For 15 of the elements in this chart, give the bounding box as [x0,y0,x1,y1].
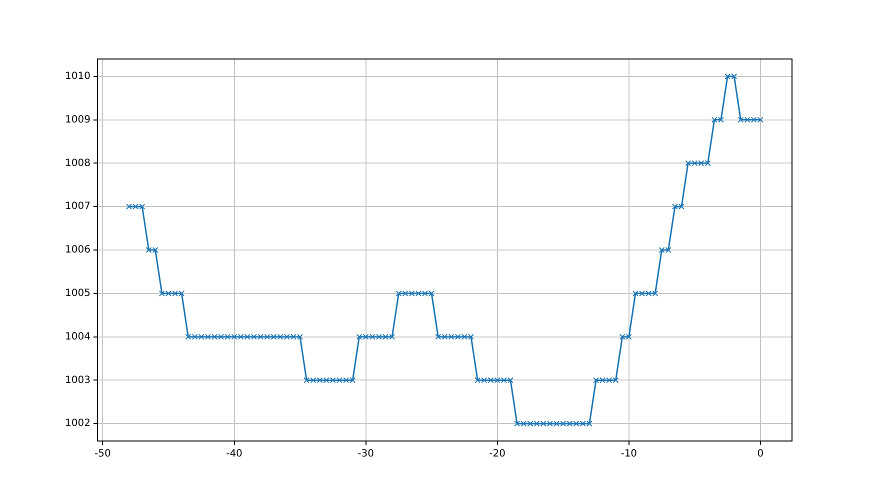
y-tick-label: 1004 [64,331,90,342]
x-tick-label: -40 [226,448,242,460]
y-tick-label: 1006 [64,244,90,256]
y-tick-label: 1003 [64,374,90,386]
x-tick-label: -10 [620,448,638,460]
y-tick-label: 1007 [64,201,90,212]
x-tick-label: -20 [489,448,506,460]
x-tick-label: 0 [757,448,764,460]
x-tick-label: -50 [94,448,111,460]
y-tick-label: 1005 [64,288,90,300]
x-tick-label: -30 [358,448,374,460]
y-tick-label: 1009 [64,114,90,126]
y-tick-label: 1008 [64,158,90,169]
y-tick-label: 1002 [64,418,90,430]
y-tick-label: 1010 [64,70,90,82]
